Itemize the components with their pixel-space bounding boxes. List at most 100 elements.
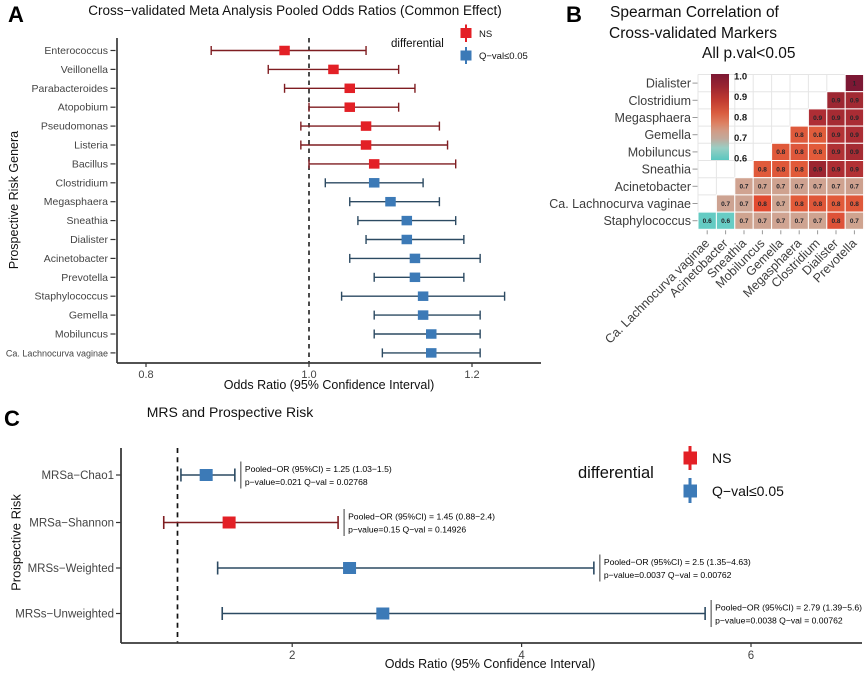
panel-b-title-line3: All p.val<0.05	[702, 45, 796, 62]
panel-b-heat-cell	[844, 211, 865, 230]
panel-a-row-label: Gemella	[69, 310, 108, 322]
panel-a-legend-key-ns	[460, 28, 472, 38]
panel-c-or-marker	[222, 516, 236, 529]
panel-b-heat-value: 1	[853, 80, 857, 87]
panel-b-heat-value: 0.9	[850, 166, 859, 173]
panel-b-colorbar	[711, 74, 729, 160]
panel-b-plot: 1.0 0.9 0.8 0.7 0.6 1 Dialister 0.9 0.9 Clostridi…	[549, 72, 865, 346]
panel-c-legend-key-ns	[683, 451, 697, 465]
panel-b-heat-value: 0.8	[813, 132, 822, 139]
panel-a-or-marker	[401, 215, 413, 226]
panel-a-legend-key-qval	[460, 50, 472, 61]
panel-b-colorbar-tick-label: 0.7	[734, 133, 747, 144]
panel-b-heat-value: 0.9	[831, 98, 840, 105]
panel-b-heat-value: 0.7	[795, 184, 804, 191]
panel-b-title-line2: Cross-validated Markers	[609, 25, 777, 42]
panel-a-y-axis-title: Prospective Risk Genera	[7, 130, 21, 270]
panel-c-y-axis-title: Prospective Risk	[8, 494, 24, 591]
panel-c-or-marker	[343, 562, 357, 574]
panel-a-legend-title: differential	[391, 38, 444, 50]
panel-c-or-marker	[376, 607, 390, 620]
panel-c-legend-label-qval: Q−val≤0.05	[712, 483, 784, 499]
panel-a-row-label: Clostridium	[55, 177, 108, 189]
panel-a-or-marker	[401, 234, 413, 245]
panel-a-or-marker	[360, 121, 372, 131]
panel-c-annotation-text1: Pooled−OR (95%CI) = 2.79 (1.39−5.6)	[715, 603, 862, 613]
panel-b-heat-value: 0.8	[831, 201, 840, 208]
panel-a-row-label: Mobiluncus	[55, 329, 108, 341]
panel-b-heat-value: 0.7	[831, 184, 840, 191]
panel-a-or-marker	[426, 348, 437, 358]
panel-a-title: Cross−validated Meta Analysis Pooled Odd…	[88, 3, 502, 18]
panel-b-heat-value: 0.7	[739, 201, 748, 208]
panel-a-row-label: Bacillus	[72, 158, 108, 170]
panel-b-colorbar-tick-label: 1.0	[734, 72, 747, 83]
panel-a-x-tick-label: 1.0	[301, 369, 316, 381]
panel-b-row-label: Ca. Lachnocurva vaginae	[549, 197, 691, 211]
panel-c-annotation-text2: p−value=0.15 Q−val = 0.14926	[348, 525, 466, 535]
panel-b-heat-value: 0.9	[850, 115, 859, 122]
panel-b-heat-value: 0.7	[721, 201, 730, 208]
panel-b-colorbar-tick-label: 0.6	[734, 154, 747, 165]
panel-c-legend-key-qval	[683, 484, 697, 498]
panel-c-x-axis-title: Odds Ratio (95% Confidence Interval)	[384, 657, 596, 671]
panel-a-row-label: Acinetobacter	[44, 253, 109, 265]
panel-b-heat-value: 0.8	[813, 201, 822, 208]
panel-c-x-tick-label: 2	[289, 650, 295, 662]
panel-a-row-label: Prevotella	[61, 272, 108, 284]
panel-a-or-marker	[417, 291, 429, 301]
panel-b-heat-value: 0.8	[795, 166, 804, 173]
panel-b-heat-value: 0.8	[776, 166, 785, 173]
panel-c-legend-label-ns: NS	[712, 450, 732, 466]
panel-b-heat-value: 0.9	[850, 98, 859, 105]
panel-b-heat-value: 0.7	[758, 184, 767, 191]
panel-c-annotation-text1: Pooled−OR (95%CI) = 2.5 (1.35−4.63)	[604, 557, 751, 567]
panel-a-x-tick-label: 1.2	[464, 369, 479, 381]
panel-b-heat-value: 0.7	[850, 184, 859, 191]
panel-a-row-label: Enterococcus	[44, 45, 108, 57]
panel-a-row-label: Sneathia	[67, 215, 109, 227]
panel-c-annotation-text2: p−value=0.0038 Q−val = 0.00762	[715, 616, 843, 626]
panel-a-row-label: Listeria	[74, 140, 108, 152]
panel-b-colorbar-tick-label: 0.9	[734, 92, 747, 103]
panel-c-annotation-text1: Pooled−OR (95%CI) = 1.45 (0.88−2.4)	[348, 512, 495, 522]
panel-b-row-label: Acinetobacter	[615, 180, 691, 194]
panel-b-heat-value: 0.9	[813, 166, 822, 173]
panel-b-heat-value: 0.7	[795, 218, 804, 225]
panel-b-row-label: Clostridium	[628, 94, 691, 108]
panel-c-annotation-text1: Pooled−OR (95%CI) = 1.25 (1.03−1.5)	[245, 464, 392, 474]
panel-b-heat-value: 0.8	[831, 218, 840, 225]
panel-b-row-label: Gemella	[644, 128, 691, 142]
panel-a-or-marker	[368, 159, 380, 169]
panel-c-x-tick-label: 4	[518, 650, 525, 662]
panel-a-or-marker	[360, 140, 372, 150]
panel-c-row-label: MRSs−Weighted	[28, 563, 114, 575]
panel-b-row-label: Megasphaera	[615, 111, 691, 125]
panel-c-label: C	[4, 406, 20, 431]
panel-b-heat-value: 0.9	[813, 115, 822, 122]
panel-b-heat-value: 0.9	[831, 132, 840, 139]
panel-a-row-label: Staphylococcus	[34, 291, 108, 303]
panel-b-heat-value: 0.7	[850, 218, 859, 225]
panel-b-heat-value: 0.7	[813, 184, 822, 191]
panel-c-title: MRS and Prospective Risk	[146, 404, 314, 420]
panel-a-or-marker	[368, 178, 380, 188]
panel-c-row-label: MRSa−Chao1	[41, 470, 114, 482]
panel-b-heat-value: 0.8	[758, 166, 767, 173]
panel-a-or-marker	[279, 45, 290, 56]
panel-b-heat-value: 0.7	[776, 218, 785, 225]
panel-a-or-marker	[344, 83, 355, 94]
panel-a-or-marker	[417, 310, 429, 320]
panel-a-or-marker	[344, 102, 355, 112]
panel-b-row-label: Dialister	[646, 77, 691, 91]
panel-c-legend-title: differential	[578, 464, 654, 482]
panel-b-title-line1: Spearman Correlation of	[610, 4, 779, 21]
panel-b-heat-value: 0.9	[850, 132, 859, 139]
panel-b-heat-value: 0.7	[776, 184, 785, 191]
panel-b-heat-value: 0.8	[850, 201, 859, 208]
panel-b-col-label: Ca. Lachnocurva vaginae	[602, 236, 712, 346]
panel-a-or-marker	[426, 329, 437, 339]
panel-a-row-label: Atopobium	[58, 102, 108, 114]
panel-b-label: B	[566, 2, 582, 27]
